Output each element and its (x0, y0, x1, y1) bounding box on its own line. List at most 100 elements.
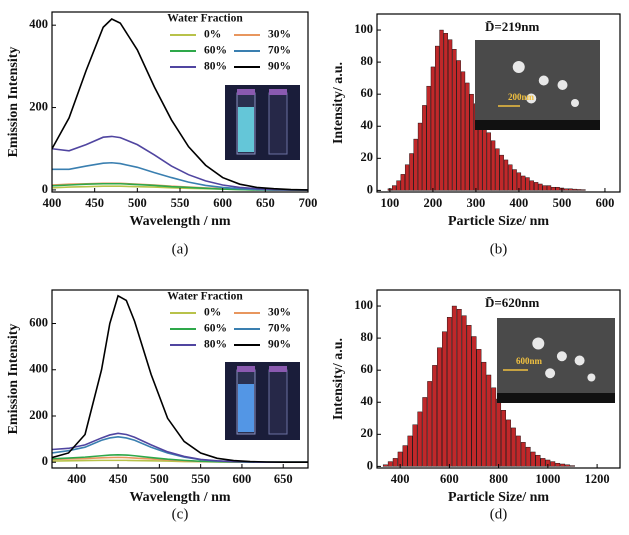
bar (382, 464, 388, 467)
x-tick-label: 400 (510, 196, 529, 210)
cap-right (269, 89, 287, 95)
y-tick-label: 0 (367, 182, 373, 196)
y-tick-label: 0 (42, 454, 48, 468)
x-axis-label: Particle Size/ nm (448, 490, 549, 505)
x-tick-label: 800 (489, 472, 508, 486)
x-tick-label: 200 (424, 196, 443, 210)
y-tick-label: 100 (354, 298, 373, 312)
legend-label: 30% (268, 307, 291, 319)
bar (443, 33, 448, 191)
bar (486, 132, 491, 191)
legend-label: 70% (268, 45, 291, 57)
x-tick-label: 650 (274, 472, 293, 486)
legend-label: 30% (268, 29, 291, 41)
y-tick-label: 200 (29, 99, 48, 113)
x-tick-label: 600 (213, 196, 232, 210)
x-tick-label: 500 (128, 196, 147, 210)
x-tick-label: 1000 (535, 472, 560, 486)
particle (532, 337, 545, 350)
bar (577, 189, 582, 191)
y-tick-label: 400 (29, 362, 48, 376)
bar (529, 180, 534, 191)
bar (490, 140, 496, 191)
x-axis-label: Wavelength / nm (129, 490, 230, 505)
y-axis-label: Emission Intensity (6, 324, 21, 435)
bar (409, 153, 414, 191)
y-tick-label: 80 (361, 54, 374, 68)
bar (430, 66, 436, 191)
plot-area (52, 18, 308, 191)
x-tick-label: 500 (553, 196, 572, 210)
bar (447, 39, 453, 191)
particle (512, 61, 525, 73)
y-axis-label: Intensity/ a.u. (331, 62, 346, 144)
bar (555, 462, 561, 467)
inset-sem (475, 40, 600, 130)
bar (432, 365, 438, 467)
bar (461, 315, 467, 467)
y-tick-label: 600 (29, 315, 48, 329)
bar (422, 397, 428, 467)
inset-photo (225, 85, 300, 160)
bar (550, 461, 556, 467)
legend-label: 0% (204, 29, 221, 41)
bar (508, 164, 513, 191)
bar (465, 82, 470, 191)
x-tick-label: 300 (467, 196, 486, 210)
caption: (d) (490, 506, 508, 522)
bar (387, 461, 393, 467)
bar (546, 185, 552, 191)
particle (526, 93, 537, 104)
x-tick-label: 550 (191, 472, 210, 486)
bar (520, 442, 526, 467)
y-tick-label: 20 (361, 150, 374, 164)
plot-area (387, 29, 586, 191)
bar (503, 159, 509, 191)
y-tick-label: 400 (29, 17, 48, 31)
bar (400, 174, 405, 191)
x-tick-label: 450 (109, 472, 128, 486)
bar (412, 424, 418, 467)
bar (525, 446, 531, 467)
y-axis-label: Emission Intensity (6, 47, 21, 158)
bar (439, 29, 444, 191)
caption: (a) (172, 241, 189, 257)
sem-footer (475, 120, 600, 130)
vial-left-glow (238, 107, 254, 152)
bar (525, 177, 530, 191)
bar (564, 188, 569, 191)
y-axis-label: Intensity/ a.u. (331, 338, 346, 420)
bar (417, 411, 423, 467)
caption: (c) (172, 506, 189, 522)
particle (557, 80, 568, 90)
bar (551, 186, 556, 191)
inset-sem (497, 318, 615, 403)
series-line (52, 135, 308, 191)
bar (560, 463, 566, 467)
bar (581, 189, 586, 191)
y-tick-label: 60 (361, 86, 374, 100)
x-tick-label: 700 (299, 196, 318, 210)
y-tick-label: 200 (29, 408, 48, 422)
bar (506, 419, 511, 467)
particle (574, 355, 585, 366)
vial-left-glow (238, 384, 254, 432)
bar (538, 183, 543, 191)
vial-right (268, 369, 288, 435)
bar (499, 154, 504, 191)
bar (515, 435, 521, 467)
cap-left (237, 366, 255, 372)
y-tick-label: 80 (361, 330, 374, 344)
bar (456, 60, 461, 191)
bar (402, 445, 408, 467)
x-tick-label: 1200 (585, 472, 610, 486)
cap-left (237, 89, 255, 95)
legend-label: 70% (268, 323, 291, 335)
bar (565, 464, 570, 467)
bar (466, 325, 472, 467)
bar (540, 458, 546, 467)
plot-frame (51, 289, 309, 469)
y-tick-label: 0 (42, 182, 48, 196)
x-tick-label: 600 (440, 472, 459, 486)
